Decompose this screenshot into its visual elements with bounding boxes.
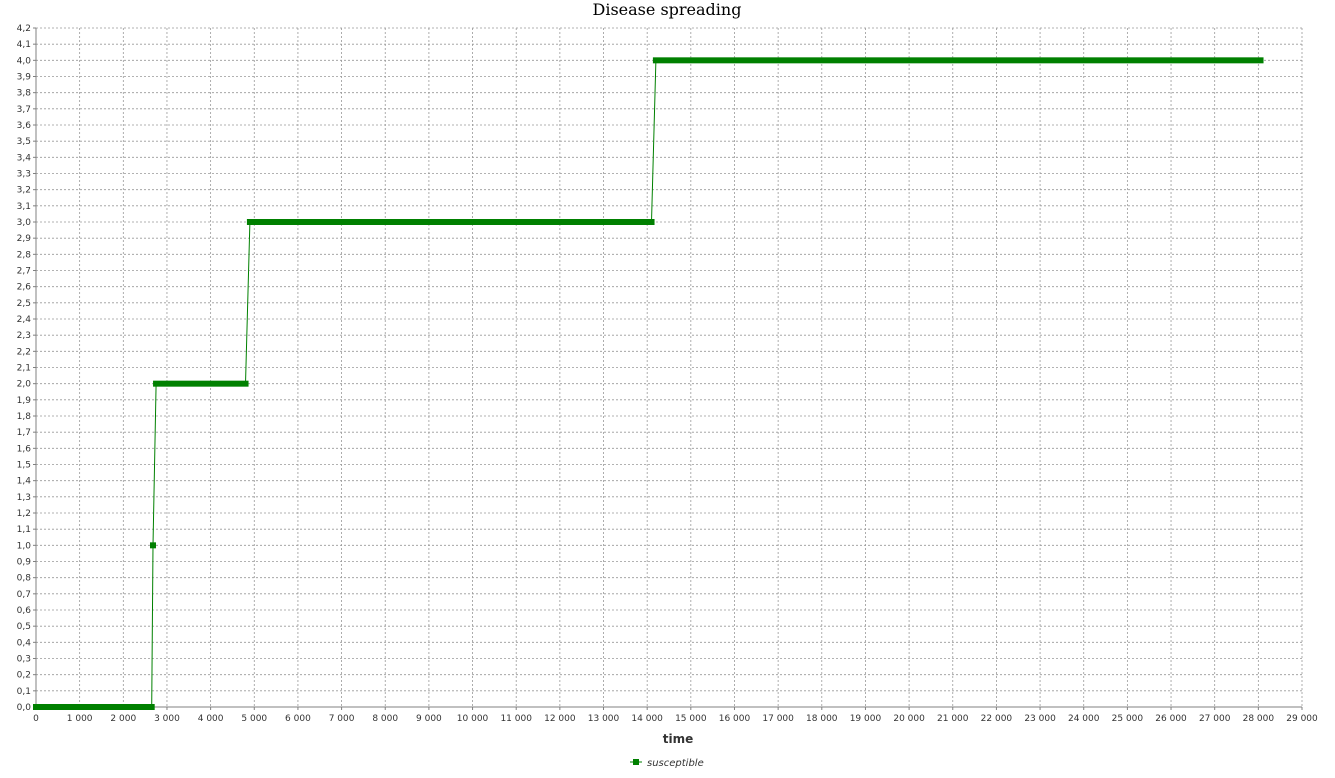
x-tick-label: 10 000	[457, 714, 489, 724]
gridlines	[35, 27, 1303, 708]
y-tick-label: 3,6	[17, 121, 32, 131]
y-tick-label: 2,2	[17, 347, 31, 357]
y-tick-label: 0,5	[17, 622, 31, 632]
x-tick-label: 4 000	[198, 714, 224, 724]
y-tick-label: 0,2	[17, 671, 31, 681]
x-tick-label: 21 000	[937, 714, 969, 724]
x-tick-label: 1 000	[67, 714, 93, 724]
series-susceptible	[33, 57, 1264, 710]
x-tick-label: 13 000	[588, 714, 620, 724]
x-tick-label: 12 000	[544, 714, 576, 724]
x-tick-label: 2 000	[110, 714, 136, 724]
x-tick-label: 6 000	[285, 714, 311, 724]
y-tick-label: 3,4	[17, 153, 32, 163]
y-tick-label: 1,1	[17, 525, 31, 535]
y-tick-label: 1,2	[17, 509, 31, 519]
y-tick-label: 2,7	[17, 267, 31, 277]
y-tick-label: 0,6	[17, 606, 32, 616]
legend-label: susceptible	[647, 758, 704, 769]
series-marker-band	[33, 704, 155, 710]
plot-area	[33, 57, 1264, 710]
y-tick-label: 2,5	[17, 299, 31, 309]
x-tick-label: 22 000	[981, 714, 1013, 724]
y-tick-label: 1,7	[17, 428, 31, 438]
x-tick-label: 26 000	[1155, 714, 1187, 724]
x-tick-label: 17 000	[762, 714, 794, 724]
y-tick-label: 0,4	[17, 638, 32, 648]
x-tick-label: 5 000	[241, 714, 267, 724]
data-point-marker	[149, 542, 156, 549]
y-tick-label: 3,1	[17, 202, 31, 212]
y-tick-label: 0,1	[17, 687, 31, 697]
x-tick-label: 16 000	[719, 714, 751, 724]
y-tick-label: 3,8	[17, 89, 32, 99]
x-tick-label: 8 000	[372, 714, 398, 724]
y-tick-label: 0,3	[17, 655, 31, 665]
y-tick-label: 0,8	[17, 574, 32, 584]
x-tick-label: 9 000	[416, 714, 442, 724]
x-tick-label: 25 000	[1112, 714, 1144, 724]
x-tick-label: 3 000	[154, 714, 180, 724]
y-tick-label: 1,0	[17, 541, 32, 551]
y-tick-label: 2,4	[17, 315, 32, 325]
x-tick-label: 28 000	[1243, 714, 1275, 724]
x-axis-ticks: 0 1 000 2 000 3 000 4 000 5 000 6 000 7 000 8 00…	[33, 707, 1318, 724]
series-marker-band	[153, 380, 249, 387]
x-tick-label: 14 000	[631, 714, 663, 724]
y-tick-label: 4,1	[17, 40, 31, 50]
x-tick-label: 24 000	[1068, 714, 1100, 724]
legend-marker-icon	[633, 759, 639, 765]
legend: susceptible	[630, 758, 704, 769]
y-tick-label: 2,8	[17, 250, 32, 260]
y-tick-label: 2,9	[17, 234, 32, 244]
y-tick-label: 1,9	[17, 396, 32, 406]
x-tick-label: 29 000	[1286, 714, 1318, 724]
y-tick-label: 1,4	[17, 477, 32, 487]
x-tick-label: 11 000	[500, 714, 532, 724]
x-tick-label: 19 000	[850, 714, 882, 724]
y-tick-label: 2,1	[17, 364, 31, 374]
y-tick-label: 3,2	[17, 186, 31, 196]
y-tick-label: 0,9	[17, 558, 32, 568]
x-tick-label: 27 000	[1199, 714, 1231, 724]
y-tick-label: 3,3	[17, 170, 31, 180]
x-tick-label: 0	[33, 714, 39, 724]
y-tick-label: 1,3	[17, 493, 31, 503]
series-marker-band	[246, 219, 655, 225]
y-tick-label: 4,2	[17, 24, 31, 34]
series-marker-band	[652, 57, 1264, 64]
chart-title: Disease spreading	[593, 0, 742, 19]
y-tick-label: 1,6	[17, 444, 32, 454]
y-tick-label: 1,5	[17, 461, 31, 471]
y-tick-label: 1,8	[17, 412, 32, 422]
x-axis-title: time	[663, 732, 694, 746]
x-tick-label: 23 000	[1024, 714, 1056, 724]
x-tick-label: 15 000	[675, 714, 707, 724]
x-tick-label: 7 000	[329, 714, 355, 724]
x-tick-label: 18 000	[806, 714, 838, 724]
y-axis-ticks: 0,0 0,1 0,2 0,3 0,4 0,5 0,6 0,7 0,8 0,9 1,0 1,1 1,2 1…	[17, 24, 36, 713]
y-tick-label: 3,5	[17, 137, 31, 147]
x-tick-label: 20 000	[893, 714, 925, 724]
y-tick-label: 0,7	[17, 590, 31, 600]
y-tick-label: 2,0	[17, 380, 32, 390]
y-tick-label: 3,0	[17, 218, 32, 228]
y-tick-label: 2,6	[17, 283, 32, 293]
y-tick-label: 3,7	[17, 105, 31, 115]
y-tick-label: 0,0	[17, 703, 32, 713]
y-tick-label: 3,9	[17, 73, 32, 83]
y-tick-label: 2,3	[17, 331, 31, 341]
y-tick-label: 4,0	[17, 56, 32, 66]
